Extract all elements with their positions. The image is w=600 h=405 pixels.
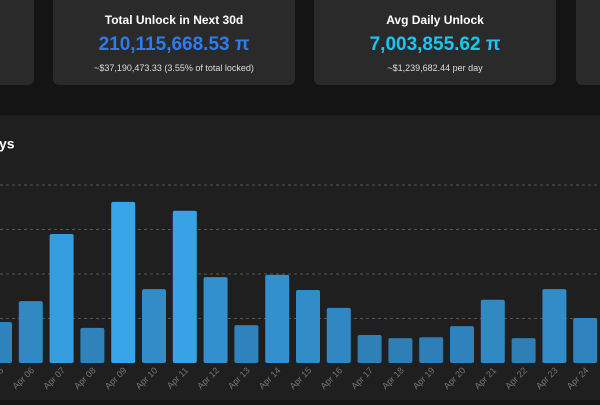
bar [234, 325, 259, 363]
x-tick-label: Apr 21 [472, 365, 498, 391]
x-tick-label: Apr 15 [288, 365, 314, 391]
bar [511, 338, 536, 363]
x-tick-label: Apr 24 [565, 365, 591, 391]
bar [142, 289, 166, 363]
x-tick-label: Apr 10 [134, 365, 160, 391]
x-tick-label: Apr 18 [380, 365, 406, 391]
x-tick-label: Apr 05 [0, 365, 5, 391]
x-tick-label: Apr 13 [226, 365, 252, 391]
bar [450, 326, 474, 363]
bar [111, 201, 136, 363]
bar [480, 299, 505, 363]
card-title: Total Unlock in Next 30d [104, 13, 244, 27]
card-sub: ~$1,239,682.44 per day [387, 63, 483, 73]
x-tick-label: Apr 17 [349, 365, 375, 391]
x-tick-label: Apr 20 [442, 365, 468, 391]
bar [172, 210, 197, 363]
x-tick-label: Apr 08 [72, 365, 98, 391]
stat-card: Total Unlock in Next 30d 210,115,668.53 … [53, 0, 295, 85]
x-tick-label: Apr 22 [503, 365, 529, 391]
stat-card [576, 0, 600, 85]
bar [326, 307, 351, 363]
bar [573, 318, 598, 363]
stat-card [0, 0, 34, 85]
bar [0, 322, 12, 363]
bar [419, 337, 444, 363]
card-value: 210,115,668.53 π [98, 34, 250, 55]
x-tick-label: Apr 12 [195, 365, 221, 391]
bar [296, 290, 320, 363]
x-tick-label: Apr 06 [10, 365, 36, 391]
x-tick-label: Apr 11 [165, 365, 190, 390]
card-sub: ~$37,190,473.33 (3.55% of total locked) [94, 63, 254, 73]
bar [80, 327, 105, 363]
bar [203, 277, 228, 363]
bar [542, 289, 567, 363]
x-tick-label: Apr 14 [257, 365, 283, 391]
bar [357, 334, 382, 363]
bar [388, 338, 413, 363]
card-value: 7,003,855.62 π [369, 34, 501, 55]
bar [18, 301, 43, 363]
x-tick-label: Apr 19 [411, 365, 437, 391]
x-tick-label: Apr 23 [534, 365, 560, 391]
x-tick-label: Apr 16 [318, 365, 344, 391]
x-tick-label: Apr 09 [103, 365, 129, 391]
stat-card: Avg Daily Unlock 7,003,855.62 π ~$1,239,… [314, 0, 556, 85]
bar [49, 233, 74, 363]
x-tick-label: Apr 07 [41, 365, 67, 391]
chart-title: ys [0, 136, 15, 152]
card-title: Avg Daily Unlock [386, 13, 484, 27]
bar [265, 274, 290, 363]
